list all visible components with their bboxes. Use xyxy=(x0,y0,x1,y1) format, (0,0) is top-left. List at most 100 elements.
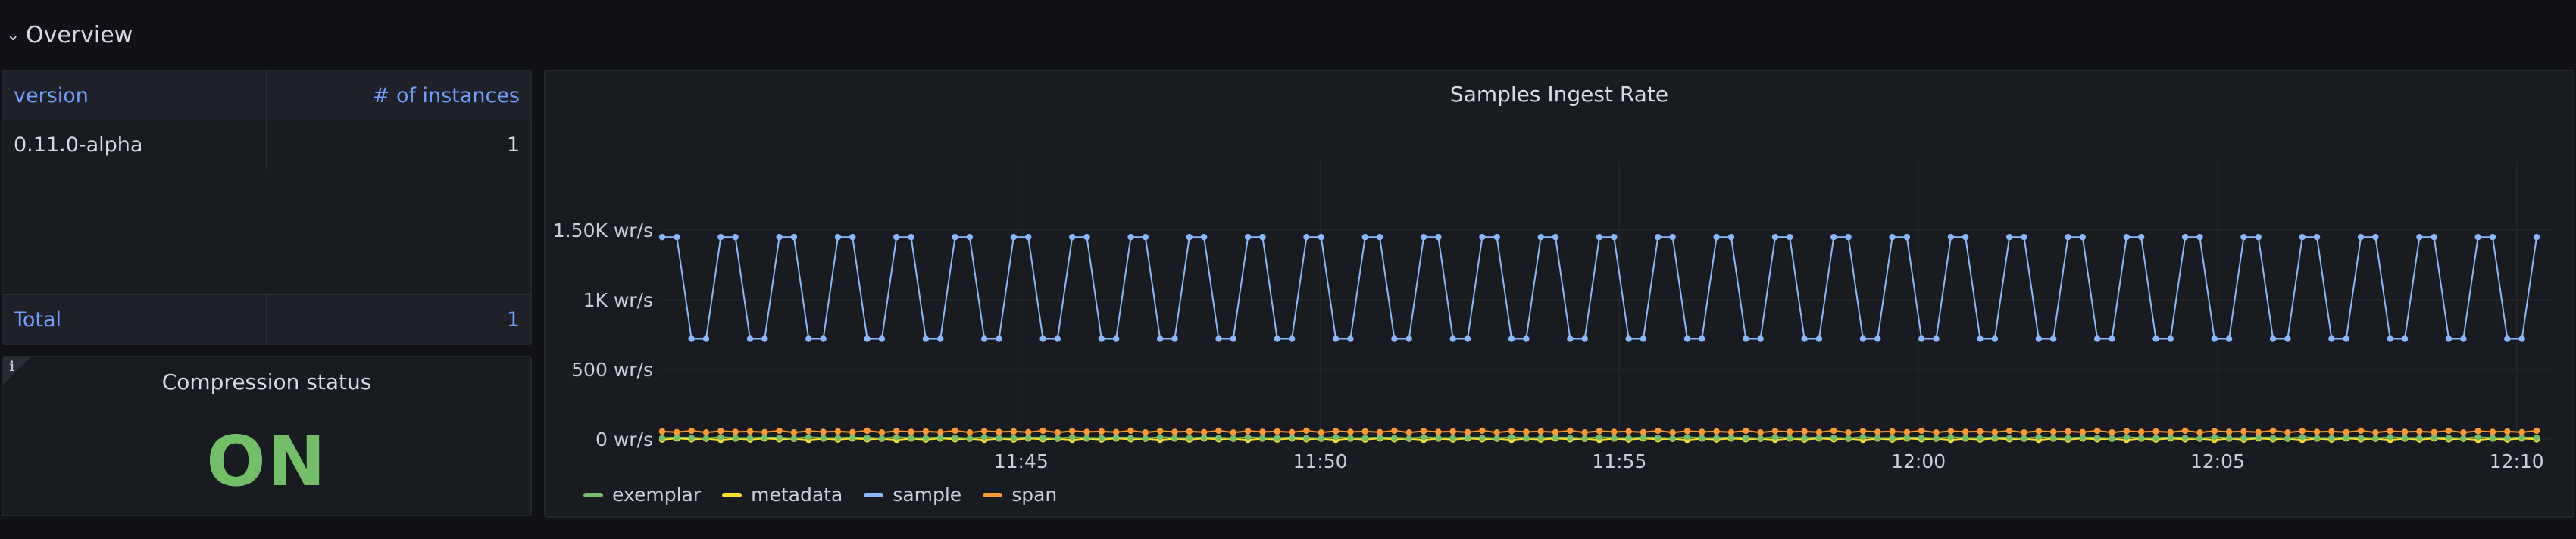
data-point-sample xyxy=(1493,234,1500,241)
data-point-exemplar xyxy=(1361,435,1368,441)
data-point-span xyxy=(2021,428,2027,436)
data-point-sample xyxy=(1683,335,1691,342)
data-point-sample xyxy=(1567,335,1574,342)
data-point-sample xyxy=(834,234,842,241)
data-point-sample xyxy=(1947,234,1955,241)
data-point-span xyxy=(790,428,798,436)
data-point-span xyxy=(2284,428,2291,436)
data-point-exemplar xyxy=(1303,434,1310,441)
data-point-span xyxy=(1376,428,1383,435)
data-point-span xyxy=(1464,428,1471,435)
data-point-span xyxy=(1303,427,1310,435)
data-point-span xyxy=(2211,428,2218,435)
data-point-sample xyxy=(1918,335,1925,342)
data-point-exemplar xyxy=(1771,434,1779,441)
data-point-sample xyxy=(2533,234,2540,241)
data-point-sample xyxy=(1112,335,1120,342)
data-point-exemplar xyxy=(834,435,842,441)
data-point-sample xyxy=(1391,335,1398,342)
data-point-sample xyxy=(1771,234,1779,241)
data-point-sample xyxy=(1318,234,1324,241)
data-point-exemplar xyxy=(1859,434,1867,441)
data-point-exemplar xyxy=(1757,435,1764,442)
data-point-sample xyxy=(2284,335,2291,342)
data-point-sample xyxy=(2079,234,2087,241)
data-point-sample xyxy=(805,335,812,342)
data-point-span xyxy=(2504,428,2511,435)
data-point-exemplar xyxy=(1171,435,1178,441)
data-point-span xyxy=(1200,428,1208,435)
data-point-span xyxy=(2313,428,2321,435)
data-point-exemplar xyxy=(1523,435,1530,441)
data-point-exemplar xyxy=(2474,434,2481,441)
data-point-sample xyxy=(1127,234,1134,241)
data-point-span xyxy=(1801,428,1808,435)
data-point-sample xyxy=(1274,335,1280,342)
data-point-span xyxy=(1449,428,1456,435)
legend-item-exemplar[interactable]: exemplar xyxy=(583,484,701,506)
data-point-exemplar xyxy=(908,435,914,441)
data-point-span xyxy=(1830,427,1837,435)
data-point-exemplar xyxy=(1112,434,1120,441)
data-point-exemplar xyxy=(1611,435,1618,441)
legend-item-span[interactable]: span xyxy=(983,484,1057,506)
column-header-version[interactable]: version xyxy=(3,71,267,120)
data-point-span xyxy=(1391,427,1398,435)
data-point-exemplar xyxy=(2049,435,2057,441)
table-row: 0.11.0-alpha 1 xyxy=(3,120,530,170)
data-point-span xyxy=(732,428,739,435)
overview-row-header[interactable]: ⌄ Overview xyxy=(6,17,133,53)
data-point-span xyxy=(1332,428,1340,435)
data-point-exemplar xyxy=(937,434,944,441)
data-point-sample xyxy=(820,335,827,342)
data-point-exemplar xyxy=(1699,435,1705,441)
data-point-exemplar xyxy=(1391,434,1398,441)
data-point-span xyxy=(2533,427,2540,435)
time-series-plot[interactable]: 0 wr/s 500 wr/s 1K wr/s 1.50K wr/s 11:45 11:5… xyxy=(546,71,2573,516)
footer-total-value: 1 xyxy=(506,307,520,332)
data-point-span xyxy=(688,427,695,435)
data-point-sample xyxy=(1054,335,1061,342)
data-point-span xyxy=(1815,428,1823,435)
legend-item-metadata[interactable]: metadata xyxy=(722,484,843,506)
data-point-span xyxy=(1318,428,1324,436)
data-point-span xyxy=(805,428,812,435)
data-point-span xyxy=(1771,428,1779,435)
data-point-exemplar xyxy=(1683,434,1691,441)
data-point-span xyxy=(1991,428,1999,435)
data-point-span xyxy=(2240,428,2247,435)
data-point-sample xyxy=(2181,234,2189,241)
panel-info-corner[interactable] xyxy=(3,357,30,385)
data-point-exemplar xyxy=(1845,435,1852,442)
data-point-exemplar xyxy=(2123,434,2131,441)
data-point-span xyxy=(820,428,827,435)
data-point-span xyxy=(1845,428,1852,436)
data-point-exemplar xyxy=(1420,434,1427,441)
x-tick-label: 11:55 xyxy=(1592,450,1646,472)
data-point-span xyxy=(2460,428,2467,436)
data-point-span xyxy=(2387,428,2393,435)
data-point-span xyxy=(2518,428,2525,435)
data-point-sample xyxy=(2416,234,2423,241)
info-icon[interactable]: ℹ xyxy=(9,359,14,375)
data-point-sample xyxy=(1156,335,1164,342)
data-point-sample xyxy=(2518,335,2525,342)
samples-ingest-rate-panel: Samples Ingest Rate 0 wr/s 500 wr/s 1K wr/… xyxy=(544,70,2574,518)
data-point-exemplar xyxy=(805,434,812,441)
data-point-exemplar xyxy=(2152,435,2159,441)
data-point-sample xyxy=(2504,335,2511,342)
data-point-span xyxy=(864,427,871,435)
data-point-sample xyxy=(1215,335,1222,342)
chevron-down-icon[interactable]: ⌄ xyxy=(6,25,20,45)
data-point-span xyxy=(2152,428,2159,435)
data-point-sample xyxy=(996,335,1002,342)
data-point-sample xyxy=(1010,234,1018,241)
data-point-exemplar xyxy=(2269,434,2277,441)
legend-item-sample[interactable]: sample xyxy=(864,484,961,506)
data-point-exemplar xyxy=(658,435,666,441)
data-point-exemplar xyxy=(1435,435,1442,441)
data-point-span xyxy=(702,428,710,436)
column-header-instances[interactable]: # of instances xyxy=(372,83,520,107)
data-point-span xyxy=(1567,427,1574,435)
data-point-exemplar xyxy=(2416,435,2423,441)
